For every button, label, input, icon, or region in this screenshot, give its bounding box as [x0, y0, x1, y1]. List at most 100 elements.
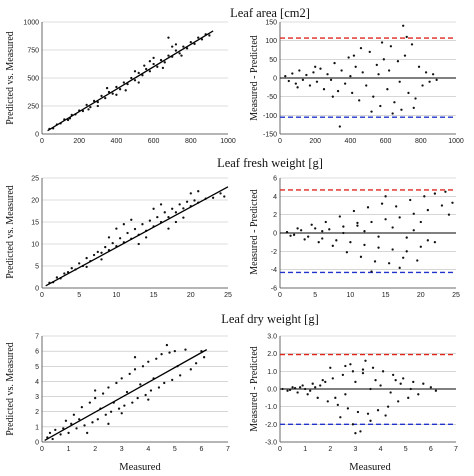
data-point [417, 393, 420, 396]
y-tick-label: 2.0 [267, 351, 277, 358]
x-tick-label: 25 [224, 292, 232, 299]
x-tick-label: 25 [452, 292, 460, 299]
data-point [361, 371, 365, 375]
data-point [338, 125, 341, 128]
data-point [356, 410, 360, 414]
data-point [78, 418, 81, 421]
y-tick-label: 250 [27, 104, 39, 111]
x-tick-label: 0 [278, 446, 282, 453]
data-point [96, 104, 99, 108]
data-point [111, 241, 114, 245]
data-point [78, 262, 81, 265]
data-point [451, 201, 454, 204]
x-tick-label: 4 [379, 446, 383, 453]
data-point [100, 258, 103, 261]
y-tick-label: 0 [35, 286, 39, 293]
data-point [179, 374, 182, 377]
data-point [184, 348, 187, 351]
data-point [428, 80, 431, 83]
data-point [331, 95, 334, 98]
data-point [148, 219, 152, 222]
data-point [289, 234, 292, 237]
data-point [101, 392, 105, 395]
data-point [377, 246, 380, 249]
data-point [59, 433, 62, 436]
x-tick-label: 800 [415, 138, 427, 145]
data-point [419, 220, 422, 224]
data-point [163, 211, 166, 214]
data-point [288, 388, 292, 392]
data-point [72, 413, 76, 416]
data-point [314, 65, 317, 68]
data-point [194, 362, 198, 365]
data-point [137, 81, 140, 84]
data-point [384, 218, 387, 221]
x-tick-label: 400 [111, 138, 123, 145]
y-tick-label: 5 [35, 364, 39, 371]
data-point [296, 391, 299, 394]
y-tick-label: 2 [35, 409, 39, 416]
data-point [92, 99, 96, 103]
y-tick-label: 150 [265, 20, 277, 27]
data-point [359, 46, 363, 50]
data-point [137, 71, 140, 75]
data-point [148, 70, 152, 73]
data-point [299, 229, 303, 232]
data-point [346, 407, 350, 410]
data-point [359, 255, 363, 258]
data-point [124, 89, 127, 92]
data-point [423, 195, 426, 198]
data-point [133, 79, 137, 82]
data-point [424, 71, 428, 74]
data-point [312, 71, 315, 74]
data-point [409, 198, 412, 202]
x-tick-label: 5 [173, 446, 177, 453]
x-tick-label: 1 [67, 446, 71, 453]
y-tick-label: 6 [273, 176, 277, 183]
x-tick-label: 7 [454, 446, 458, 453]
data-point [149, 389, 153, 392]
data-point [115, 85, 118, 89]
data-point [147, 398, 150, 401]
data-point [107, 386, 110, 389]
data-point [366, 412, 370, 415]
data-point [371, 366, 375, 369]
y-tick-label: -1.0 [265, 404, 277, 411]
data-point [333, 61, 336, 65]
data-point [305, 73, 308, 77]
data-point [319, 67, 322, 70]
data-point [373, 260, 377, 263]
data-point [341, 373, 345, 377]
data-point [141, 223, 144, 226]
data-point [349, 363, 352, 366]
data-point [120, 377, 123, 380]
y-tick-label: 0 [273, 231, 277, 238]
data-point [182, 45, 185, 48]
data-point [345, 251, 349, 254]
data-point [384, 414, 387, 417]
data-point [405, 35, 408, 39]
ylabel-area-pvm: Predicted vs. Measured [5, 31, 16, 125]
data-point [433, 192, 437, 195]
data-point [344, 393, 347, 396]
data-point [354, 380, 357, 384]
data-point [111, 92, 114, 95]
data-point [148, 60, 152, 63]
data-point [308, 84, 312, 87]
data-point [88, 401, 91, 404]
data-point [334, 396, 337, 399]
data-point [83, 424, 86, 427]
data-point [174, 211, 178, 214]
data-point [391, 248, 394, 251]
data-point [85, 103, 88, 107]
data-point [354, 65, 357, 68]
data-point [197, 36, 200, 39]
y-tick-label: 1.0 [267, 369, 277, 376]
data-point [344, 364, 347, 368]
y-tick-label: 50 [269, 57, 277, 64]
y-tick-label: 4 [273, 194, 277, 201]
data-point [122, 81, 125, 84]
x-tick-label: 15 [150, 292, 158, 299]
x-tick-label: 20 [187, 292, 195, 299]
data-point [352, 54, 356, 57]
